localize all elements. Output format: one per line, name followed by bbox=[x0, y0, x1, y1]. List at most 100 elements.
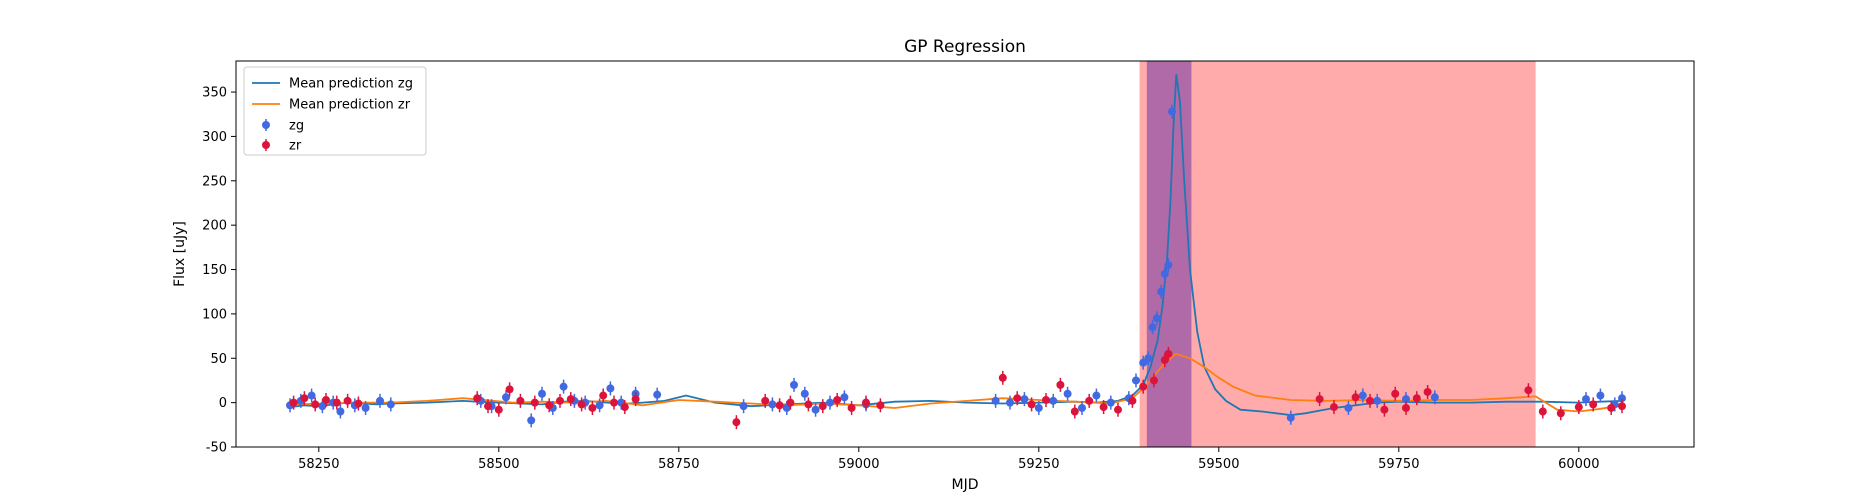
x-tick-label: 58750 bbox=[658, 457, 699, 472]
data-point-zr bbox=[530, 395, 539, 410]
marker-zg bbox=[1078, 403, 1086, 412]
data-point-zg bbox=[527, 413, 536, 428]
marker-zr bbox=[1027, 400, 1036, 409]
marker-zr bbox=[1423, 387, 1432, 396]
marker-zr bbox=[761, 396, 770, 405]
data-point-zr bbox=[1114, 402, 1122, 417]
marker-zr bbox=[1085, 396, 1094, 405]
marker-zg bbox=[386, 400, 395, 409]
data-point-zr bbox=[354, 396, 363, 411]
data-point-zr bbox=[1423, 384, 1432, 399]
data-point-zr bbox=[311, 397, 320, 412]
legend-marker-dot bbox=[262, 141, 270, 149]
marker-zg bbox=[1430, 393, 1439, 402]
data-point-zg bbox=[1168, 104, 1176, 119]
data-point-zg bbox=[1164, 258, 1173, 273]
data-point-zr bbox=[343, 393, 352, 408]
data-point-zr bbox=[332, 395, 341, 410]
data-point-zr bbox=[1351, 390, 1360, 405]
data-point-zr bbox=[620, 400, 629, 415]
marker-zg bbox=[336, 407, 345, 416]
data-point-zg bbox=[811, 402, 820, 417]
marker-zr bbox=[1391, 389, 1400, 398]
data-point-zr bbox=[1330, 400, 1338, 415]
data-point-zg bbox=[653, 387, 662, 402]
marker-zg bbox=[595, 401, 604, 410]
marker-zr bbox=[530, 398, 539, 407]
data-point-zr bbox=[599, 388, 608, 403]
data-point-zg bbox=[538, 386, 546, 401]
data-point-zg bbox=[1078, 400, 1086, 415]
x-tick-label: 58250 bbox=[298, 457, 339, 472]
data-point-zg bbox=[1106, 395, 1115, 410]
marker-zr bbox=[620, 403, 629, 412]
marker-zg bbox=[1373, 396, 1382, 405]
data-point-zr bbox=[1139, 379, 1148, 394]
marker-zg bbox=[1152, 314, 1161, 323]
marker-zr bbox=[588, 403, 597, 412]
data-point-zr bbox=[1056, 377, 1065, 392]
data-point-zg bbox=[559, 379, 568, 394]
marker-zg bbox=[768, 400, 777, 409]
data-point-zg bbox=[361, 400, 370, 415]
data-point-zr bbox=[556, 393, 564, 408]
marker-zr bbox=[818, 402, 827, 411]
marker-zg bbox=[991, 396, 1000, 405]
marker-zr bbox=[775, 401, 784, 410]
marker-zr bbox=[876, 401, 885, 410]
data-point-zr bbox=[577, 397, 586, 412]
marker-zg bbox=[1168, 107, 1176, 116]
marker-zr bbox=[847, 403, 856, 412]
marker-zr bbox=[494, 405, 503, 414]
marker-zg bbox=[1092, 391, 1101, 400]
data-point-zg bbox=[1132, 373, 1140, 388]
data-point-zr bbox=[1070, 404, 1079, 419]
data-point-zr bbox=[876, 398, 885, 413]
data-point-zg bbox=[991, 393, 1000, 408]
marker-zg bbox=[559, 382, 568, 391]
x-tick-label: 59750 bbox=[1378, 457, 1419, 472]
data-point-zr bbox=[494, 402, 503, 417]
legend-label-mean-zr: Mean prediction zr bbox=[289, 98, 411, 113]
marker-zg bbox=[1132, 376, 1140, 385]
marker-zg bbox=[1148, 323, 1157, 332]
marker-zg bbox=[1596, 391, 1605, 400]
data-point-zg bbox=[336, 404, 345, 419]
marker-zg bbox=[538, 389, 546, 398]
data-point-zg bbox=[739, 399, 748, 414]
marker-zg bbox=[527, 416, 536, 425]
data-point-zr bbox=[1607, 400, 1616, 415]
plot-frame bbox=[235, 60, 1695, 448]
marker-zg bbox=[318, 402, 327, 411]
data-point-zg bbox=[502, 390, 510, 405]
data-point-zr bbox=[289, 395, 298, 410]
data-point-zr bbox=[732, 415, 741, 430]
marker-zr bbox=[1070, 407, 1079, 416]
data-point-zg bbox=[1430, 390, 1439, 405]
data-point-zg bbox=[1006, 395, 1014, 410]
marker-zr bbox=[599, 391, 608, 400]
marker-zr bbox=[1056, 380, 1065, 389]
marker-zr bbox=[516, 396, 525, 405]
marker-zr bbox=[1042, 395, 1050, 404]
data-point-zr bbox=[545, 398, 554, 413]
spans-layer bbox=[1139, 61, 1536, 447]
data-point-zr bbox=[804, 397, 813, 412]
marker-zg bbox=[1106, 398, 1115, 407]
data-point-zr bbox=[818, 399, 827, 414]
points-layer bbox=[286, 104, 1626, 430]
y-tick-label: 0 bbox=[219, 396, 227, 411]
data-point-zr bbox=[1538, 404, 1547, 419]
marker-zr bbox=[1150, 376, 1158, 385]
marker-zr bbox=[786, 398, 795, 407]
data-point-zr bbox=[1574, 400, 1583, 415]
y-axis-ticks: -50 0 50 100 150 200 250 300 350 bbox=[202, 86, 236, 456]
marker-zr bbox=[1099, 403, 1108, 412]
marker-zr bbox=[1574, 403, 1583, 412]
x-tick-label: 58500 bbox=[478, 457, 519, 472]
marker-zr bbox=[1618, 402, 1626, 411]
data-point-zg bbox=[1373, 393, 1382, 408]
marker-zr bbox=[1402, 403, 1410, 412]
data-point-zr bbox=[775, 398, 784, 413]
data-point-zr bbox=[1589, 397, 1598, 412]
